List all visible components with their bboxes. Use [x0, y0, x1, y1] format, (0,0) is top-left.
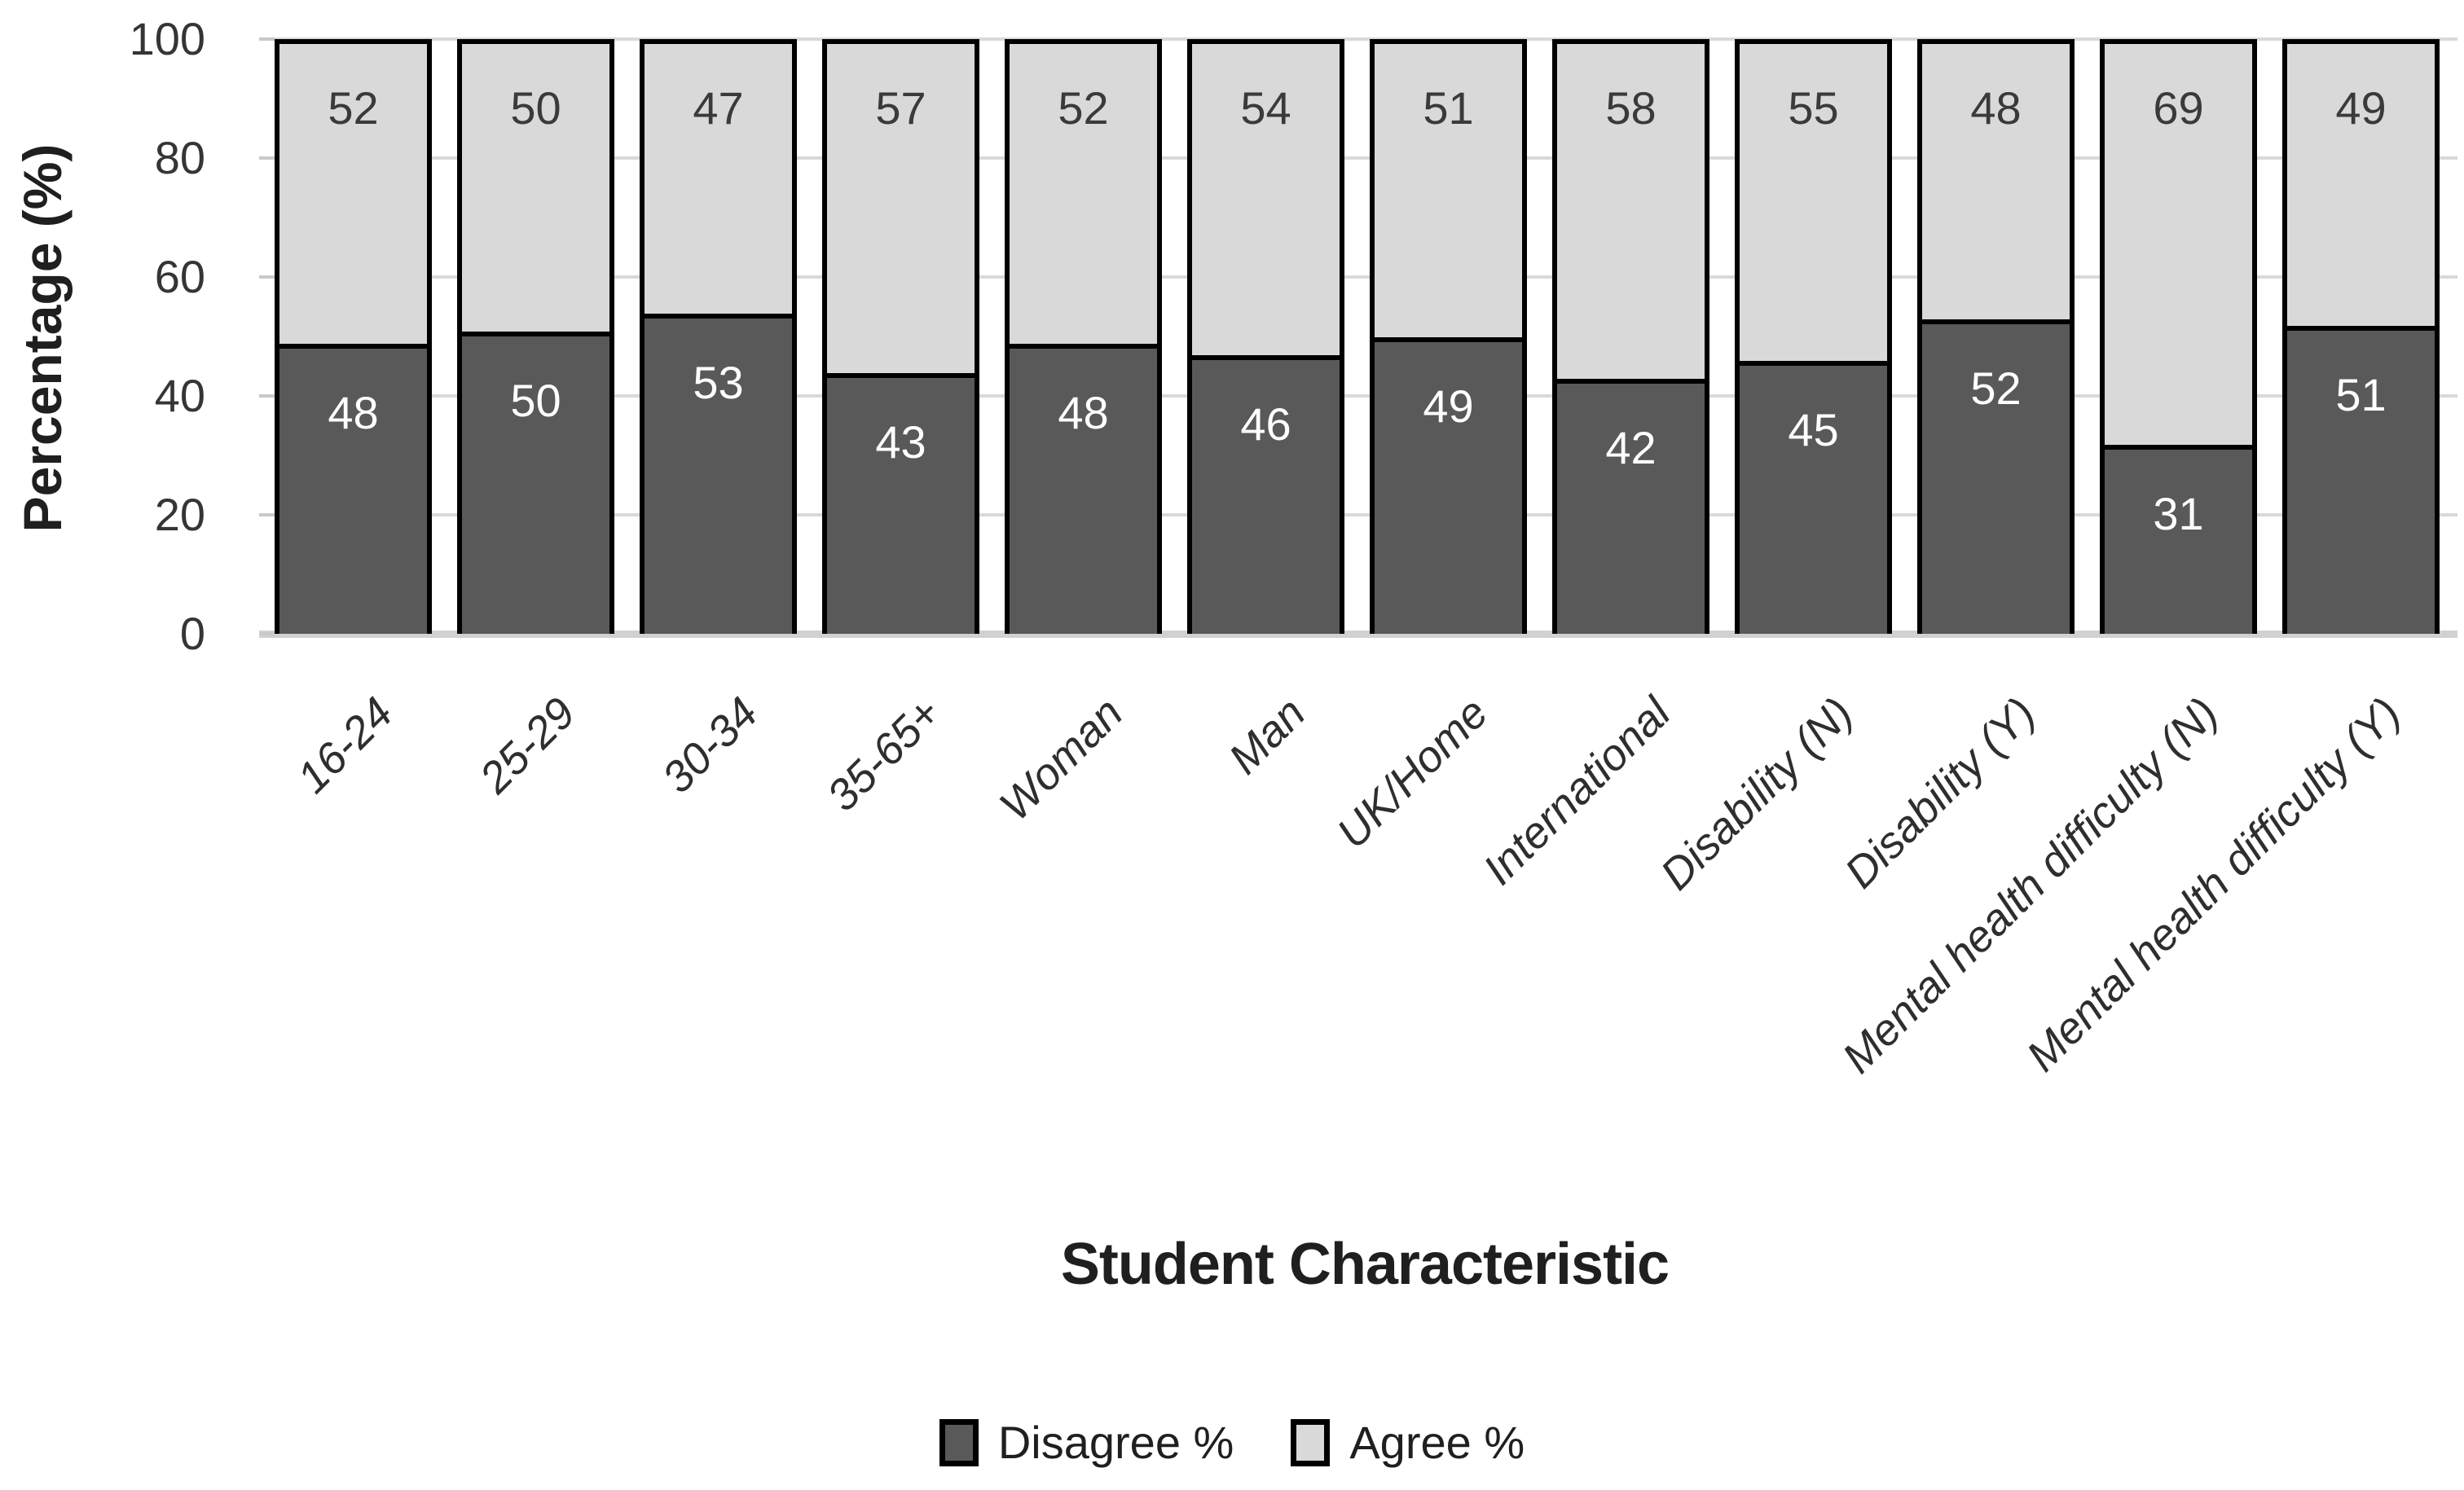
x-category-label: 16-24 — [288, 688, 403, 803]
agree-segment-UK/Home: 51 — [1370, 39, 1527, 342]
y-tick-0 — [259, 632, 275, 635]
gridline-20 — [259, 513, 2457, 516]
legend-swatch-disagree — [939, 1419, 979, 1466]
disagree-segment-25-29: 50 — [457, 336, 614, 634]
x-axis-title: Student Characteristic — [1060, 1232, 1670, 1297]
gridline-100 — [259, 37, 2457, 41]
y-tick-label-100: 100 — [129, 13, 205, 64]
disagree-segment-30-34: 53 — [640, 319, 797, 634]
disagree-segment-International: 42 — [1552, 384, 1709, 634]
legend-swatch-agree — [1291, 1419, 1331, 1466]
disagree-segment-Disability (N): 45 — [1735, 366, 1892, 634]
disagree-segment-UK/Home: 49 — [1370, 342, 1527, 634]
agree-segment-25-29: 50 — [457, 39, 614, 336]
x-category-label: UK/Home — [1327, 688, 1498, 858]
agree-value-label: 57 — [875, 82, 926, 134]
bar-Mental health difficulty (Y): 49 51 — [2282, 39, 2440, 634]
agree-segment-30-34: 47 — [640, 39, 797, 319]
y-tick-80 — [259, 156, 275, 160]
y-tick-20 — [259, 513, 275, 516]
y-tick-60 — [259, 275, 275, 279]
agree-value-label: 58 — [1605, 82, 1657, 134]
disagree-value-label: 50 — [510, 375, 561, 426]
x-category-label: 35-65+ — [817, 688, 950, 821]
agree-value-label: 50 — [510, 82, 561, 134]
bar-35-65+: 57 43 — [822, 39, 979, 634]
bar-25-29: 50 50 — [457, 39, 614, 634]
disagree-value-label: 46 — [1240, 398, 1291, 450]
disagree-segment-Woman: 48 — [1005, 349, 1162, 634]
agree-value-label: 55 — [1788, 82, 1839, 134]
disagree-value-label: 48 — [328, 387, 379, 438]
x-category-label: Mental health difficulty (N) — [1833, 688, 2228, 1083]
agree-segment-Mental health difficulty (N): 69 — [2100, 39, 2257, 450]
gridline-80 — [259, 156, 2457, 160]
disagree-value-label: 51 — [2335, 369, 2387, 420]
y-tick-40 — [259, 394, 275, 398]
agree-value-label: 49 — [2335, 82, 2387, 134]
agree-value-label: 47 — [693, 82, 744, 134]
agree-value-label: 51 — [1423, 82, 1474, 134]
gridline-40 — [259, 394, 2457, 398]
bar-UK/Home: 51 49 — [1370, 39, 1527, 634]
y-tick-label-20: 20 — [154, 489, 205, 540]
disagree-segment-Mental health difficulty (N): 31 — [2100, 450, 2257, 634]
y-tick-label-80: 80 — [154, 132, 205, 183]
disagree-value-label: 42 — [1605, 422, 1657, 473]
disagree-segment-Mental health difficulty (Y): 51 — [2282, 331, 2440, 634]
agree-value-label: 54 — [1240, 82, 1291, 134]
agree-value-label: 48 — [1970, 82, 2022, 134]
bar-Woman: 52 48 — [1005, 39, 1162, 634]
y-tick-label-60: 60 — [154, 251, 205, 302]
y-tick-100 — [259, 37, 275, 41]
disagree-value-label: 49 — [1423, 380, 1474, 432]
bar-Disability (N): 55 45 — [1735, 39, 1892, 634]
x-category-label: Woman — [990, 688, 1133, 830]
x-category-label: 25-29 — [470, 688, 585, 803]
disagree-value-label: 53 — [693, 357, 744, 408]
agree-segment-Woman: 52 — [1005, 39, 1162, 349]
agree-value-label: 52 — [1058, 82, 1109, 134]
gridline-60 — [259, 275, 2457, 279]
x-axis-line — [259, 631, 2457, 638]
disagree-value-label: 31 — [2153, 488, 2204, 539]
disagree-segment-Man: 46 — [1187, 360, 1344, 634]
bar-16-24: 52 48 — [275, 39, 432, 634]
disagree-value-label: 48 — [1058, 387, 1109, 438]
agree-value-label: 52 — [328, 82, 379, 134]
disagree-value-label: 43 — [875, 416, 926, 468]
x-category-label: Disability (N) — [1652, 688, 1863, 899]
agree-segment-Disability (Y): 48 — [1917, 39, 2075, 324]
disagree-value-label: 45 — [1788, 404, 1839, 455]
legend-label-disagree: Disagree % — [997, 1417, 1234, 1468]
legend-entry-disagree: Disagree % — [939, 1419, 1234, 1466]
disagree-segment-35-65+: 43 — [822, 378, 979, 634]
disagree-value-label: 52 — [1970, 363, 2022, 414]
y-tick-label-40: 40 — [154, 370, 205, 421]
agree-segment-Man: 54 — [1187, 39, 1344, 360]
agree-segment-Disability (N): 55 — [1735, 39, 1892, 366]
bar-International: 58 42 — [1552, 39, 1709, 634]
x-category-label: Mental health difficulty (Y) — [2017, 688, 2410, 1081]
agree-segment-35-65+: 57 — [822, 39, 979, 378]
bar-Man: 54 46 — [1187, 39, 1344, 634]
x-category-label: International — [1474, 688, 1680, 894]
disagree-segment-16-24: 48 — [275, 349, 432, 634]
legend-label-agree: Agree % — [1349, 1417, 1525, 1468]
x-category-label: 30-34 — [653, 688, 768, 803]
x-category-label: Man — [1220, 688, 1315, 784]
legend-entry-agree: Agree % — [1291, 1419, 1525, 1466]
agree-segment-16-24: 52 — [275, 39, 432, 349]
agree-segment-Mental health difficulty (Y): 49 — [2282, 39, 2440, 331]
disagree-segment-Disability (Y): 52 — [1917, 324, 2075, 634]
y-tick-label-0: 0 — [179, 608, 205, 659]
bar-Disability (Y): 48 52 — [1917, 39, 2075, 634]
agree-segment-International: 58 — [1552, 39, 1709, 384]
agree-value-label: 69 — [2153, 82, 2204, 134]
bar-Mental health difficulty (N): 69 31 — [2100, 39, 2257, 634]
bar-30-34: 47 53 — [640, 39, 797, 634]
legend: Disagree % Agree % — [0, 1419, 2464, 1466]
